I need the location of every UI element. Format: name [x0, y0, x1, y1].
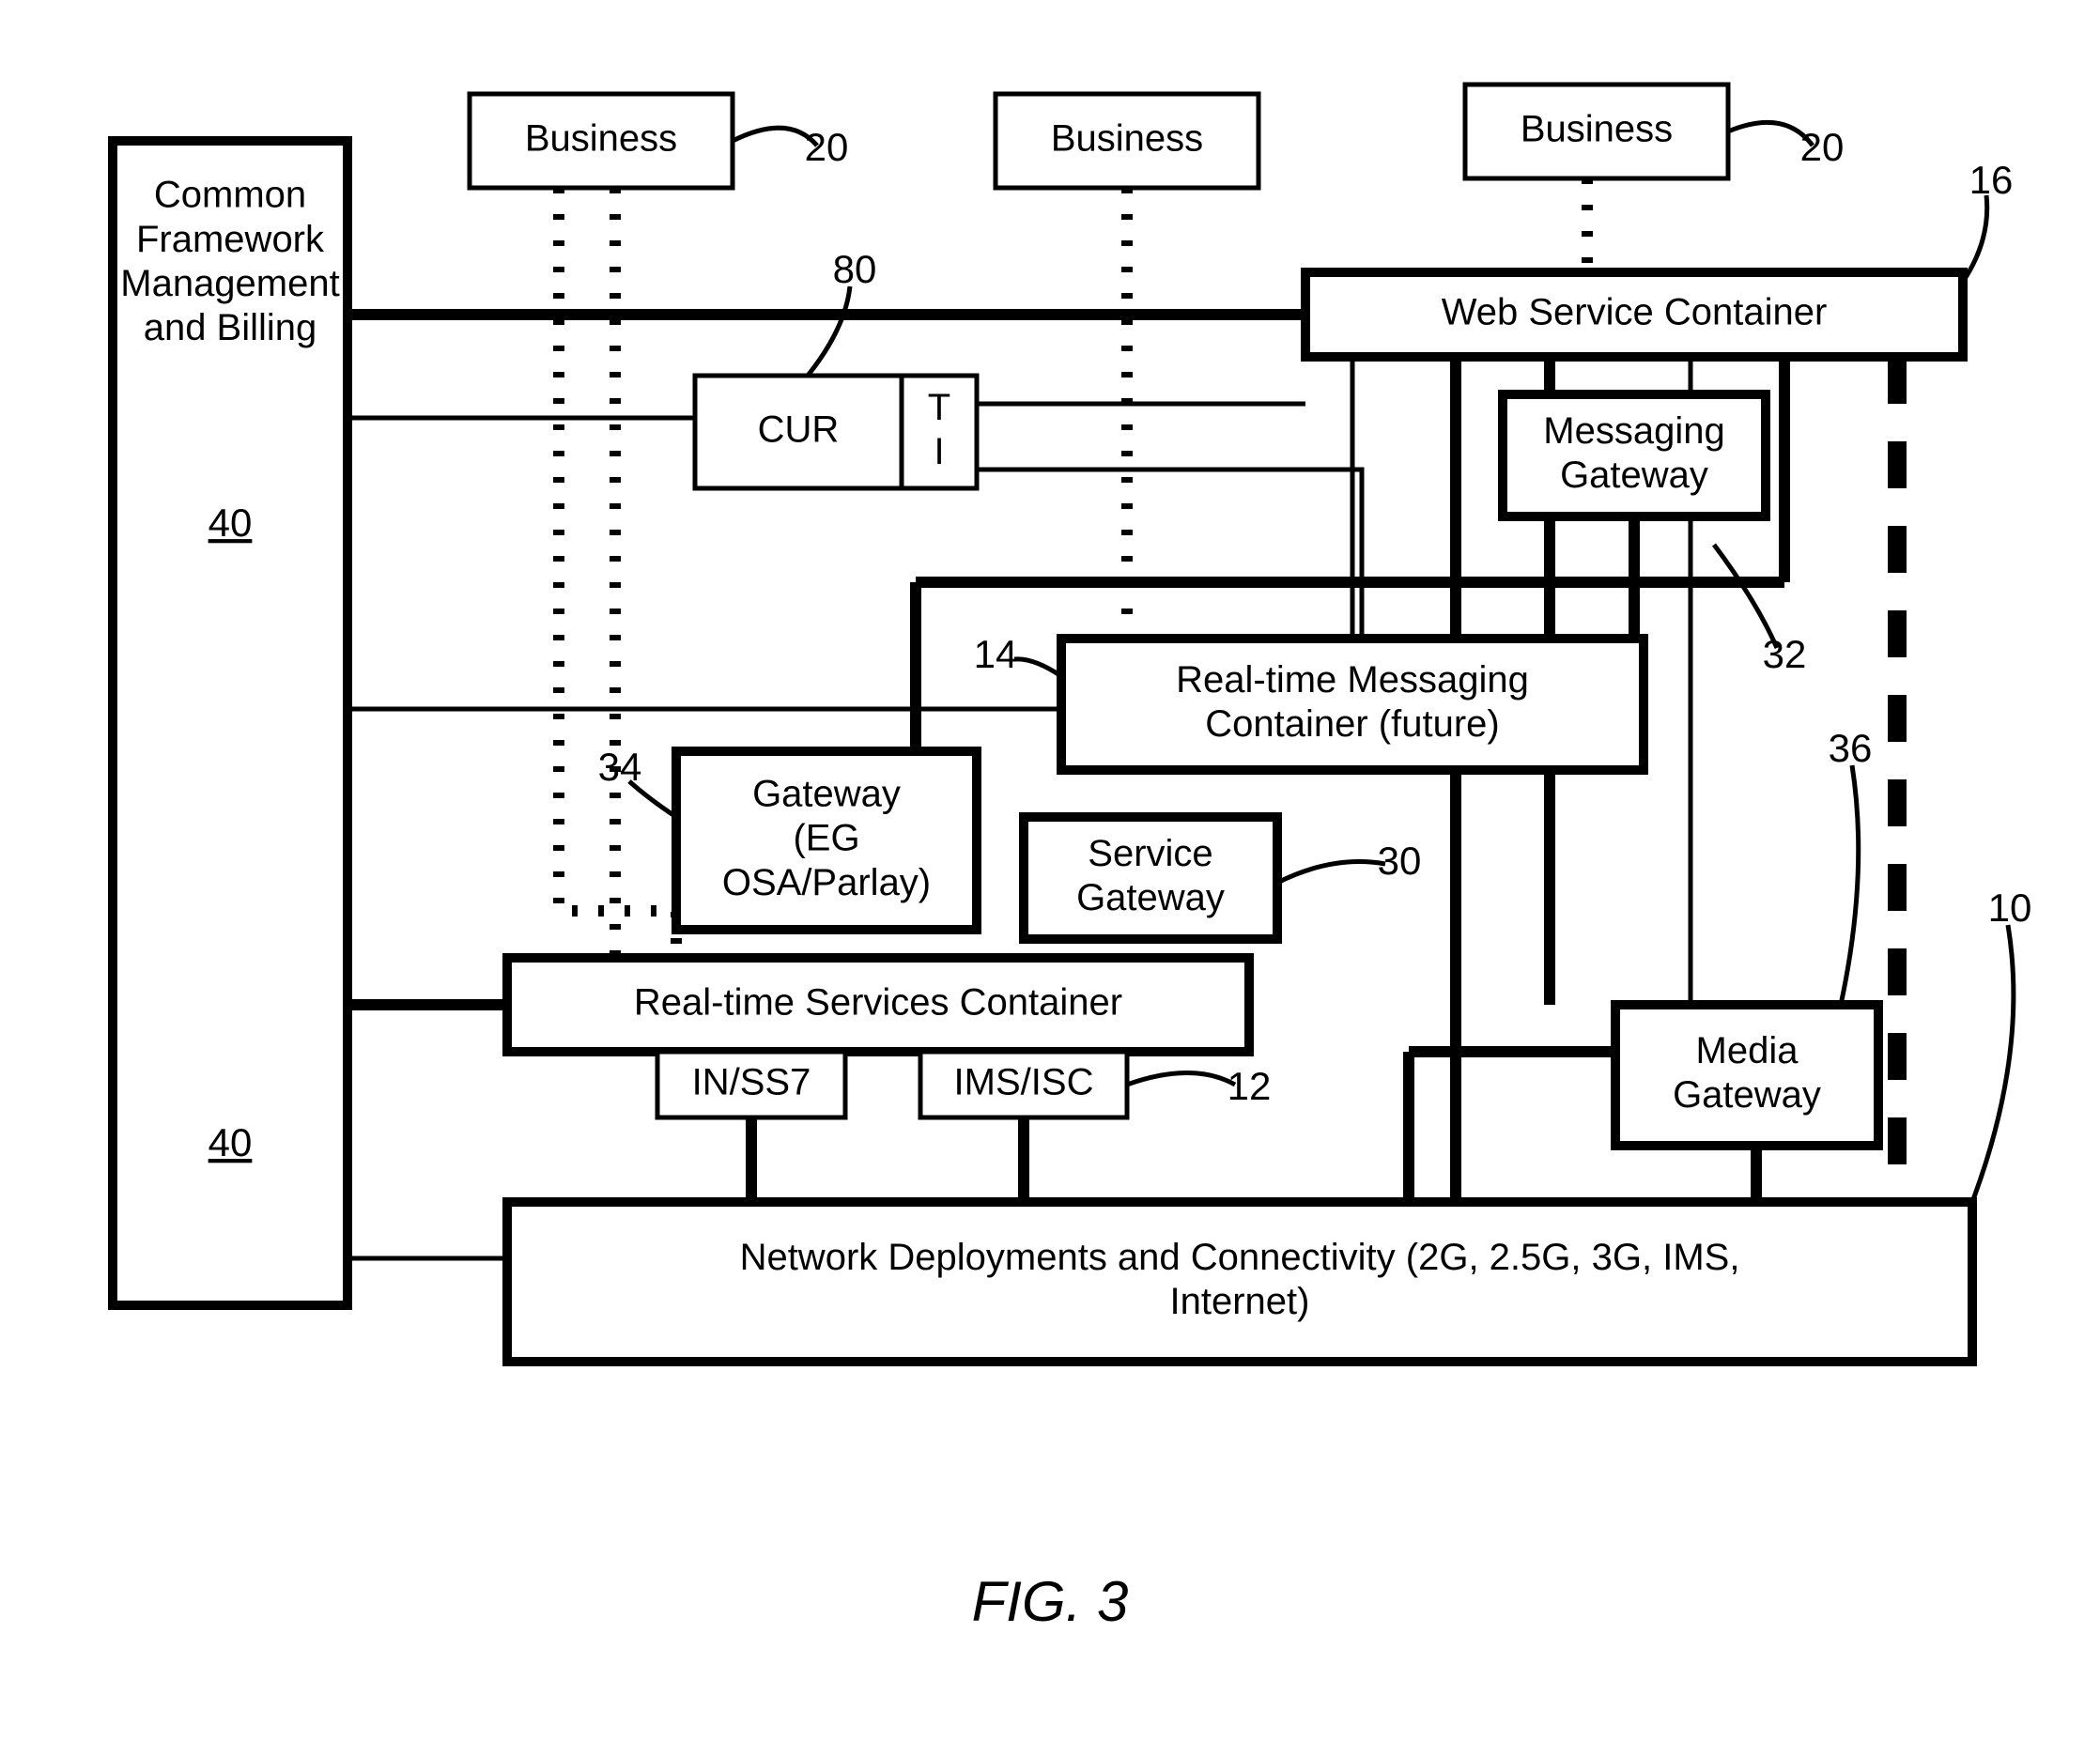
- box-rtmc-label-1: Container (future): [1205, 703, 1499, 745]
- box-cfmb: CommonFrameworkManagementand Billing 40: [113, 141, 347, 1305]
- box-osaparlay-label-2: OSA/Parlay): [722, 862, 931, 903]
- box-wsc-label-0: Web Service Container: [1442, 292, 1828, 333]
- box-msggw-label-1: Gateway: [1560, 455, 1708, 496]
- figure-caption: FIG. 3: [972, 1570, 1129, 1633]
- box-ti-label-0: T: [928, 387, 950, 428]
- box-network-label-1: Internet): [1170, 1281, 1310, 1322]
- ref-r30: 30: [1277, 839, 1421, 883]
- ref-r20a: 20: [733, 125, 848, 169]
- box-biz3: Business: [1465, 85, 1728, 178]
- box-ti-label-1: I: [934, 431, 944, 472]
- ref-r34-label: 34: [598, 745, 642, 789]
- box-svcgw-label-0: Service: [1088, 833, 1212, 874]
- box-cur: CUR: [695, 376, 902, 488]
- box-inss7-label-0: IN/SS7: [692, 1062, 811, 1103]
- ref-r30-label: 30: [1378, 839, 1422, 883]
- box-biz1-label-0: Business: [525, 118, 677, 160]
- box-osaparlay-label-1: (EG: [793, 818, 859, 859]
- figure-stage: CommonFrameworkManagementand Billing 40 Bu…: [0, 0, 2100, 1741]
- box-biz2-label-0: Business: [1051, 118, 1203, 160]
- ref-r40-label: 40: [208, 501, 253, 545]
- box-mediagw: MediaGateway: [1615, 1005, 1878, 1146]
- ref-r20b-label: 20: [1800, 125, 1845, 169]
- box-svcgw-label-1: Gateway: [1076, 877, 1225, 918]
- box-cur-label-0: CUR: [758, 409, 840, 451]
- box-rtmc-label-0: Real-time Messaging: [1176, 659, 1529, 701]
- box-imsisc: IMS/ISC: [920, 1052, 1127, 1117]
- box-rtsc: Real-time Services Container: [507, 958, 1249, 1052]
- box-osaparlay-label-0: Gateway: [752, 773, 901, 814]
- ref-r20a-label: 20: [805, 125, 849, 169]
- ref-r12: 12: [1127, 1064, 1271, 1108]
- box-rtsc-label-0: Real-time Services Container: [634, 982, 1122, 1024]
- ref-r12-label: 12: [1228, 1064, 1272, 1108]
- box-msggw-label-0: Messaging: [1543, 410, 1724, 452]
- ref-r80-label: 80: [833, 247, 877, 291]
- box-biz2: Business: [996, 94, 1258, 188]
- box-cfmb-label-2: Management: [120, 263, 339, 304]
- box-cfmb-label-0: Common: [154, 175, 306, 216]
- ref-r40: 40: [208, 501, 253, 545]
- ref-r10: 10: [1972, 886, 2031, 1202]
- box-msggw: MessagingGateway: [1503, 394, 1766, 516]
- box-wsc: Web Service Container: [1305, 272, 1963, 357]
- ref-r16-label: 16: [1969, 158, 2014, 202]
- ref-r16: 16: [1963, 158, 2013, 282]
- box-biz1: Business: [470, 94, 733, 188]
- boxes-layer: CommonFrameworkManagementand Billing 40 Bu…: [113, 85, 1972, 1362]
- ref-r36: 36: [1829, 726, 1873, 1005]
- box-cfmb-ref: 40: [208, 1120, 253, 1164]
- box-osaparlay: Gateway(EGOSA/Parlay): [676, 751, 977, 930]
- ref-r14-label: 14: [974, 632, 1018, 676]
- box-mediagw-label-1: Gateway: [1673, 1074, 1821, 1116]
- box-rtmc: Real-time MessagingContainer (future): [1061, 639, 1644, 770]
- box-network-label-0: Network Deployments and Connectivity (2G…: [740, 1237, 1740, 1278]
- box-network: Network Deployments and Connectivity (2G…: [507, 1202, 1972, 1362]
- box-mediagw-label-0: Media: [1696, 1030, 1799, 1071]
- ref-r32: 32: [1714, 545, 1806, 676]
- box-ti: TI: [902, 376, 977, 488]
- box-cfmb-label-1: Framework: [136, 219, 325, 260]
- box-imsisc-label-0: IMS/ISC: [954, 1062, 1094, 1103]
- ref-r20b: 20: [1728, 122, 1844, 169]
- box-biz3-label-0: Business: [1521, 109, 1673, 150]
- ref-r14: 14: [974, 632, 1061, 676]
- box-cfmb-label-3: and Billing: [144, 307, 317, 348]
- box-inss7: IN/SS7: [657, 1052, 845, 1117]
- box-svcgw: ServiceGateway: [1024, 817, 1277, 939]
- ref-r36-label: 36: [1829, 726, 1873, 770]
- ref-r10-label: 10: [1988, 886, 2032, 930]
- ref-r34: 34: [598, 745, 676, 817]
- ref-r32-label: 32: [1763, 632, 1807, 676]
